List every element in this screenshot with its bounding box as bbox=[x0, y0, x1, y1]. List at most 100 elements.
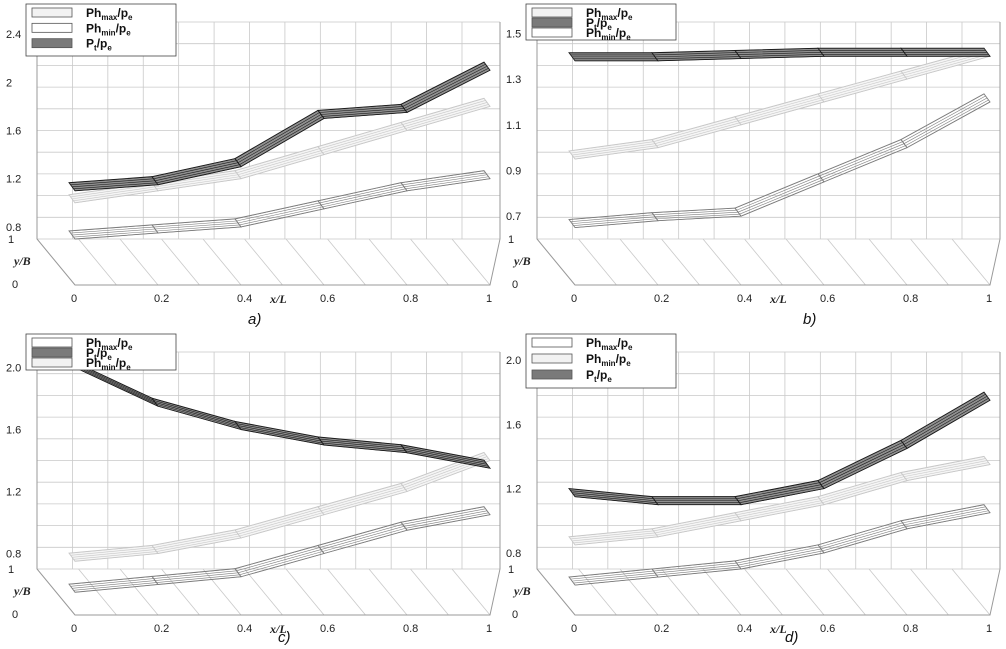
axis-frame bbox=[36, 22, 501, 286]
z-tick-label: 1.2 bbox=[506, 484, 521, 496]
chart-panel-b: 0.7 0.9 1.1 1.3 1.5 0 0.2 0.4 0.6 0.8 1 1 0 x/L y/B Phm… bbox=[506, 3, 1001, 328]
y-tick-label: 0 bbox=[512, 609, 518, 621]
mesh-line bbox=[70, 508, 486, 587]
mesh-line bbox=[575, 55, 990, 62]
chart-panel-a: 0.81.21.622.40 0.2 0.4 0.6 0.8 110x/Ly/BPhmax… bbox=[6, 3, 501, 328]
mesh-line bbox=[68, 170, 485, 232]
floor-grid-line bbox=[285, 238, 325, 286]
x-tick-label: 0.8 bbox=[903, 623, 918, 635]
floor-grid-line bbox=[161, 238, 200, 286]
z-tick-label: 1.6 bbox=[506, 419, 521, 431]
floor-grid-line bbox=[951, 568, 991, 616]
floor-grid-line bbox=[202, 238, 242, 286]
mesh-line bbox=[74, 460, 491, 562]
z-tick-label: 2.0 bbox=[6, 363, 21, 375]
legend-label: Pt/pe bbox=[86, 37, 112, 53]
y-tick-label: 1 bbox=[508, 234, 514, 246]
x-tick-label: 0.6 bbox=[820, 623, 835, 635]
mesh-line bbox=[570, 458, 986, 540]
floor-grid-line bbox=[578, 238, 617, 286]
x-tick-label: 0.2 bbox=[654, 293, 669, 305]
floor-grid-line bbox=[827, 568, 866, 616]
floor-grid-line bbox=[868, 238, 908, 286]
floor-grid-line bbox=[661, 238, 700, 286]
z-tick-label: 0.9 bbox=[506, 165, 521, 177]
legend-swatch bbox=[31, 337, 73, 348]
mesh-line bbox=[74, 178, 491, 240]
floor-grid-line bbox=[244, 238, 283, 286]
x-tick-label: 0 bbox=[571, 623, 577, 635]
mesh-line bbox=[570, 394, 986, 500]
back-wall-grid bbox=[36, 351, 500, 570]
z-tick-label: 2 bbox=[6, 77, 12, 89]
mesh-line bbox=[73, 67, 489, 190]
y-tick-label: 1 bbox=[508, 564, 514, 576]
x-tick-label: 0.4 bbox=[237, 623, 252, 635]
legend-swatch bbox=[31, 7, 73, 18]
floor-grid-line bbox=[619, 238, 659, 286]
mesh-line bbox=[573, 53, 989, 60]
mesh-line bbox=[574, 512, 991, 586]
mesh-line bbox=[571, 508, 988, 582]
floor-grid-line bbox=[202, 568, 242, 616]
surface-phminpe bbox=[68, 170, 491, 240]
z-tick-label: 1.3 bbox=[506, 74, 521, 86]
mesh-line bbox=[571, 52, 988, 156]
axis-frame bbox=[536, 352, 1001, 616]
axis-frame bbox=[536, 22, 1001, 286]
mesh-line bbox=[571, 97, 988, 224]
mesh-line bbox=[71, 363, 488, 465]
mesh-line bbox=[568, 392, 985, 498]
legend-label: Pt/pe bbox=[586, 16, 612, 32]
x-tick-label: 0.2 bbox=[154, 293, 169, 305]
mesh-line bbox=[73, 365, 489, 467]
floor-grid-line bbox=[951, 238, 991, 286]
floor-grid-line bbox=[368, 238, 408, 286]
x-tick-label: 0.4 bbox=[237, 293, 252, 305]
mesh-line bbox=[71, 102, 488, 200]
y-tick-label: 0 bbox=[12, 609, 18, 621]
y-axis-label: y/B bbox=[12, 584, 31, 598]
mesh-line bbox=[573, 397, 989, 504]
mesh-line bbox=[574, 55, 991, 160]
x-tick-label: 0.2 bbox=[154, 623, 169, 635]
x-tick-label: 0 bbox=[71, 623, 77, 635]
floor-grid-line bbox=[244, 568, 283, 616]
mesh-line bbox=[570, 95, 986, 222]
mesh-line bbox=[573, 462, 989, 544]
legend-label: Phmin/pe bbox=[86, 356, 131, 372]
mesh-line bbox=[74, 106, 491, 204]
mesh-line bbox=[568, 48, 985, 152]
legend-swatch bbox=[31, 347, 73, 358]
mesh-line bbox=[73, 104, 489, 202]
mesh-line bbox=[571, 460, 988, 542]
legend-label: Phmax/pe bbox=[86, 336, 133, 352]
z-tick-label: 0.8 bbox=[6, 222, 21, 234]
legend-swatch bbox=[31, 357, 73, 368]
x-tick-label: 1 bbox=[486, 293, 492, 305]
surface-phmaxpe bbox=[568, 455, 991, 546]
mesh-line bbox=[571, 396, 988, 502]
mesh-line bbox=[70, 64, 486, 186]
mesh-line bbox=[573, 53, 989, 158]
mesh-line bbox=[574, 101, 991, 228]
x-tick-label: 1 bbox=[486, 623, 492, 635]
surface-ptpe bbox=[568, 47, 991, 62]
mesh-line bbox=[570, 50, 986, 56]
y-tick-label: 1 bbox=[8, 564, 14, 576]
floor-grid-line bbox=[827, 238, 866, 286]
mesh-line bbox=[68, 62, 485, 184]
x-tick-label: 1 bbox=[986, 293, 992, 305]
mesh-line bbox=[73, 458, 489, 560]
floor-grid-line bbox=[119, 238, 159, 286]
floor-grid-line bbox=[410, 568, 449, 616]
mesh-line bbox=[570, 50, 986, 154]
z-tick-label: 0.8 bbox=[506, 548, 521, 560]
floor-grid-line bbox=[619, 568, 659, 616]
chart-panel-c: 0.8 1.2 1.6 2.0 0 0.2 0.4 0.6 0.8 1 1 0 x/L y/B Phmax/… bbox=[6, 333, 501, 646]
panel-label: b) bbox=[803, 311, 816, 328]
chart-panel-d: 0.8 1.2 1.6 2.0 0 0.2 0.4 0.6 0.8 1 1 0 x/L y/B Phmax/… bbox=[506, 333, 1001, 646]
